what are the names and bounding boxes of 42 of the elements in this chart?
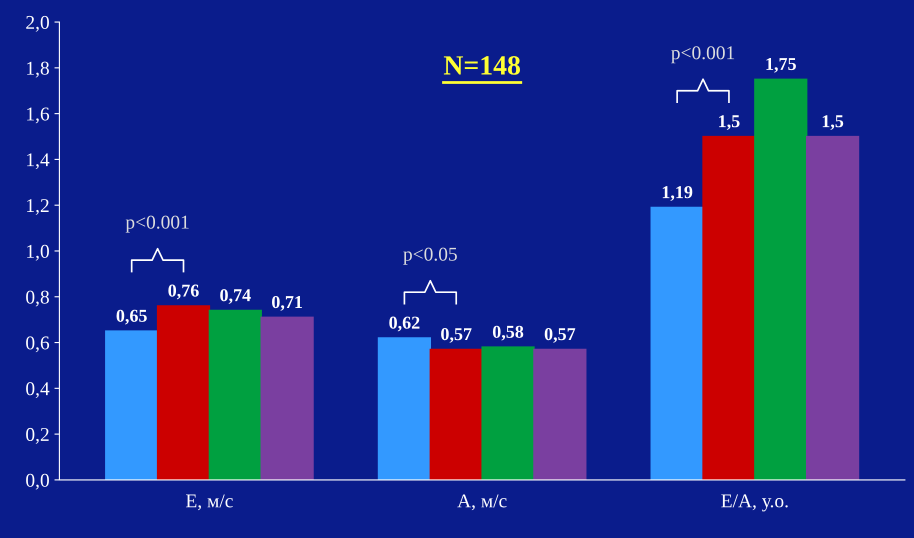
y-tick-label: 1,0 bbox=[27, 244, 49, 261]
y-tick-label: 1,4 bbox=[27, 153, 50, 170]
y-tick-label: 2,0 bbox=[26, 16, 49, 32]
bar bbox=[702, 136, 756, 480]
data-label: 0,65 bbox=[116, 310, 147, 324]
data-label: 1,5 bbox=[719, 115, 740, 130]
annotation: p<0.001 bbox=[126, 216, 189, 233]
y-tick-label: 0,2 bbox=[26, 428, 49, 444]
bar bbox=[481, 346, 535, 480]
data-label: 0,74 bbox=[220, 289, 251, 304]
data-label: 0,57 bbox=[544, 328, 576, 343]
bar bbox=[105, 330, 158, 480]
data-label: 1,19 bbox=[662, 186, 692, 201]
y-tick-label: 1,2 bbox=[27, 199, 49, 215]
data-label: 0,76 bbox=[168, 284, 199, 300]
bar bbox=[430, 348, 483, 480]
y-tick-label: 0,0 bbox=[26, 474, 49, 490]
y-tick-label: 0,8 bbox=[26, 290, 49, 306]
bar bbox=[156, 305, 210, 480]
y-tick-label: 0,6 bbox=[26, 336, 50, 352]
y-tick-label: 1,8 bbox=[27, 62, 49, 78]
bar bbox=[208, 310, 262, 480]
data-label: 0,57 bbox=[441, 328, 472, 343]
data-label: 0,62 bbox=[389, 316, 420, 332]
annotation: p<0.001 bbox=[671, 46, 734, 64]
y-tick-label: 0,4 bbox=[26, 382, 50, 398]
data-label: 0,71 bbox=[272, 296, 302, 311]
y-tick-label: 1,6 bbox=[27, 107, 50, 124]
bar bbox=[754, 78, 808, 480]
bar bbox=[806, 136, 860, 480]
annotation: p<0.05 bbox=[403, 248, 457, 265]
data-label: 0,58 bbox=[492, 326, 524, 341]
bar bbox=[533, 348, 586, 480]
bar bbox=[260, 316, 314, 480]
text: N=148 bbox=[444, 56, 520, 75]
bar bbox=[650, 206, 704, 480]
x-tick-label: Е, м/с bbox=[186, 494, 233, 510]
data-label: 1,75 bbox=[766, 58, 796, 73]
data-label: 1,5 bbox=[822, 115, 844, 130]
bar bbox=[378, 337, 432, 480]
x-tick-label: Е/А, у.о. bbox=[721, 494, 788, 512]
x-tick-label: А, м/с bbox=[457, 494, 507, 510]
